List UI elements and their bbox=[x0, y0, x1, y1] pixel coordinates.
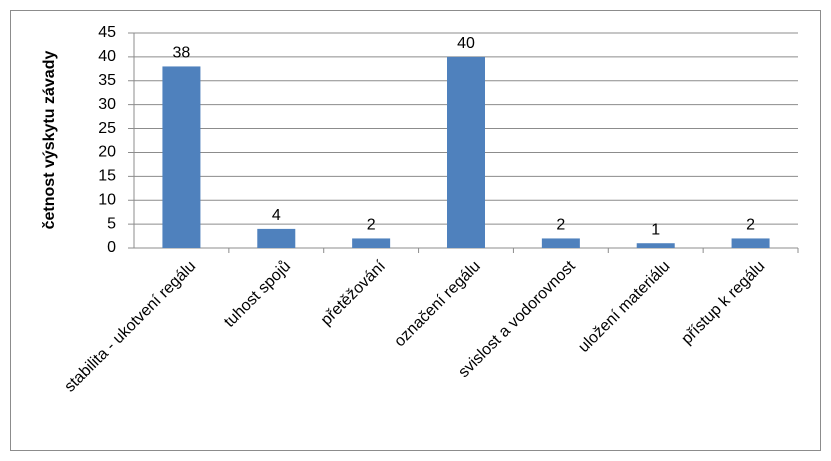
chart-frame bbox=[10, 10, 821, 451]
y-tick-label: 40 bbox=[98, 48, 116, 65]
data-label: 1 bbox=[651, 221, 660, 238]
data-label: 2 bbox=[556, 217, 565, 234]
data-label: 2 bbox=[367, 217, 376, 234]
y-tick-label: 15 bbox=[98, 168, 116, 185]
y-tick-label: 45 bbox=[98, 24, 116, 41]
y-tick-label: 35 bbox=[98, 72, 116, 89]
y-tick-label: 10 bbox=[98, 191, 116, 208]
bar bbox=[352, 238, 391, 248]
bar bbox=[731, 238, 770, 248]
bar bbox=[541, 238, 580, 248]
data-label: 38 bbox=[173, 45, 191, 62]
bar bbox=[447, 56, 485, 249]
y-tick-label: 5 bbox=[107, 215, 116, 232]
data-label: 4 bbox=[272, 207, 281, 224]
y-tick-label: 25 bbox=[98, 120, 116, 137]
data-label: 40 bbox=[457, 35, 475, 52]
y-axis-title: četnost výskytu závady bbox=[41, 51, 58, 230]
bar bbox=[257, 228, 296, 248]
y-tick-label: 0 bbox=[107, 239, 116, 256]
bar bbox=[636, 243, 675, 248]
data-label: 2 bbox=[746, 217, 755, 234]
y-tick-label: 20 bbox=[98, 144, 116, 161]
y-tick-label: 30 bbox=[98, 96, 116, 113]
bar bbox=[162, 66, 201, 248]
